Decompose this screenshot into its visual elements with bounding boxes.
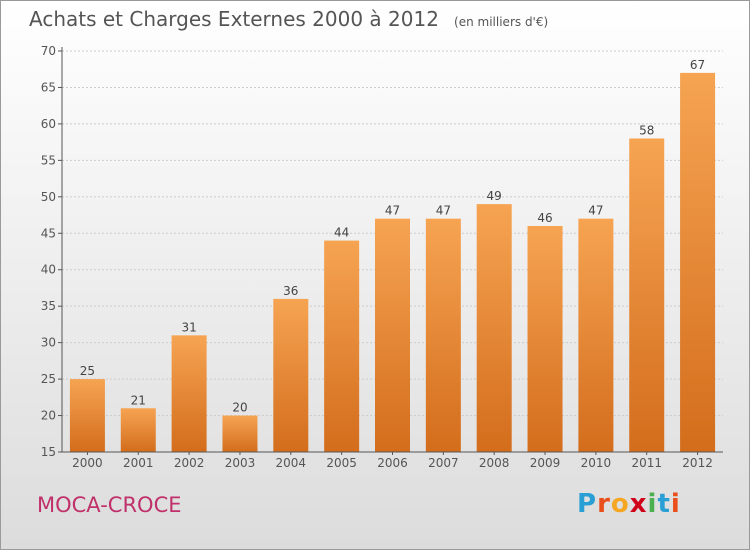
logo-letter: x (629, 489, 648, 519)
bar-value-label: 47 (436, 204, 451, 218)
bar-value-label: 58 (639, 123, 654, 137)
bar-value-label: 47 (588, 204, 603, 218)
logo-letter: r (597, 489, 611, 519)
y-tick-label: 15 (41, 445, 56, 459)
x-tick-label: 2001 (123, 456, 154, 470)
bar-value-label: 36 (283, 284, 298, 298)
logo-letter: o (610, 489, 630, 519)
bar-value-label: 25 (80, 364, 95, 378)
logo-letter: t (657, 489, 671, 519)
labels: 15 20 25 30 35 40 45 50 55 60 65 70 25 2000 21 2001 31 20… (41, 44, 713, 470)
y-tick-label: 70 (41, 44, 56, 58)
bar (578, 218, 614, 452)
chart-title: Achats et Charges Externes 2000 à 2012 (29, 7, 439, 31)
bar-value-label: 44 (334, 226, 349, 240)
x-tick-label: 2006 (377, 456, 408, 470)
bar (69, 379, 105, 452)
y-tick-label: 35 (41, 299, 56, 313)
bar-value-label: 46 (537, 211, 552, 225)
bar-value-label: 21 (131, 393, 146, 407)
x-tick-label: 2000 (72, 456, 103, 470)
bars (69, 72, 716, 452)
proxiti-logo: Proxiti (577, 489, 681, 519)
bar (375, 218, 410, 452)
bar (120, 408, 156, 452)
axes (58, 47, 723, 455)
y-tick-label: 60 (41, 117, 56, 131)
bar (476, 204, 512, 452)
y-tick-label: 20 (41, 409, 56, 423)
y-tick-label: 40 (41, 263, 56, 277)
y-tick-label: 25 (41, 372, 56, 386)
y-tick-label: 50 (41, 190, 56, 204)
bar (425, 218, 461, 452)
logo-letter: i (647, 489, 658, 519)
x-tick-label: 2012 (682, 456, 713, 470)
x-tick-label: 2009 (530, 456, 561, 470)
title-row: Achats et Charges Externes 2000 à 2012 (… (29, 7, 548, 31)
chart-subtitle: (en milliers d'€) (454, 15, 549, 29)
x-tick-label: 2003 (225, 456, 256, 470)
y-tick-label: 65 (41, 80, 56, 94)
bar (324, 240, 360, 452)
bar (680, 72, 716, 452)
bar-value-label: 67 (690, 58, 705, 72)
x-tick-label: 2007 (428, 456, 459, 470)
logo-letter: P (577, 489, 598, 519)
bar (171, 335, 207, 452)
x-tick-label: 2011 (631, 456, 662, 470)
bar-value-label: 47 (385, 204, 400, 218)
x-tick-label: 2004 (276, 456, 307, 470)
bar (527, 225, 563, 452)
bar (222, 415, 258, 452)
logo-letter: i (670, 489, 681, 519)
bar-value-label: 49 (487, 189, 502, 203)
bar-value-label: 20 (232, 401, 247, 415)
bar-value-label: 31 (181, 320, 196, 334)
x-tick-label: 2002 (174, 456, 205, 470)
x-tick-label: 2005 (326, 456, 357, 470)
x-tick-label: 2010 (581, 456, 612, 470)
commune-name: MOCA-CROCE (37, 493, 182, 517)
y-tick-label: 55 (41, 153, 56, 167)
bar (629, 138, 665, 452)
bar (273, 298, 309, 452)
x-tick-label: 2008 (479, 456, 510, 470)
y-tick-label: 45 (41, 226, 56, 240)
y-tick-label: 30 (41, 336, 56, 350)
